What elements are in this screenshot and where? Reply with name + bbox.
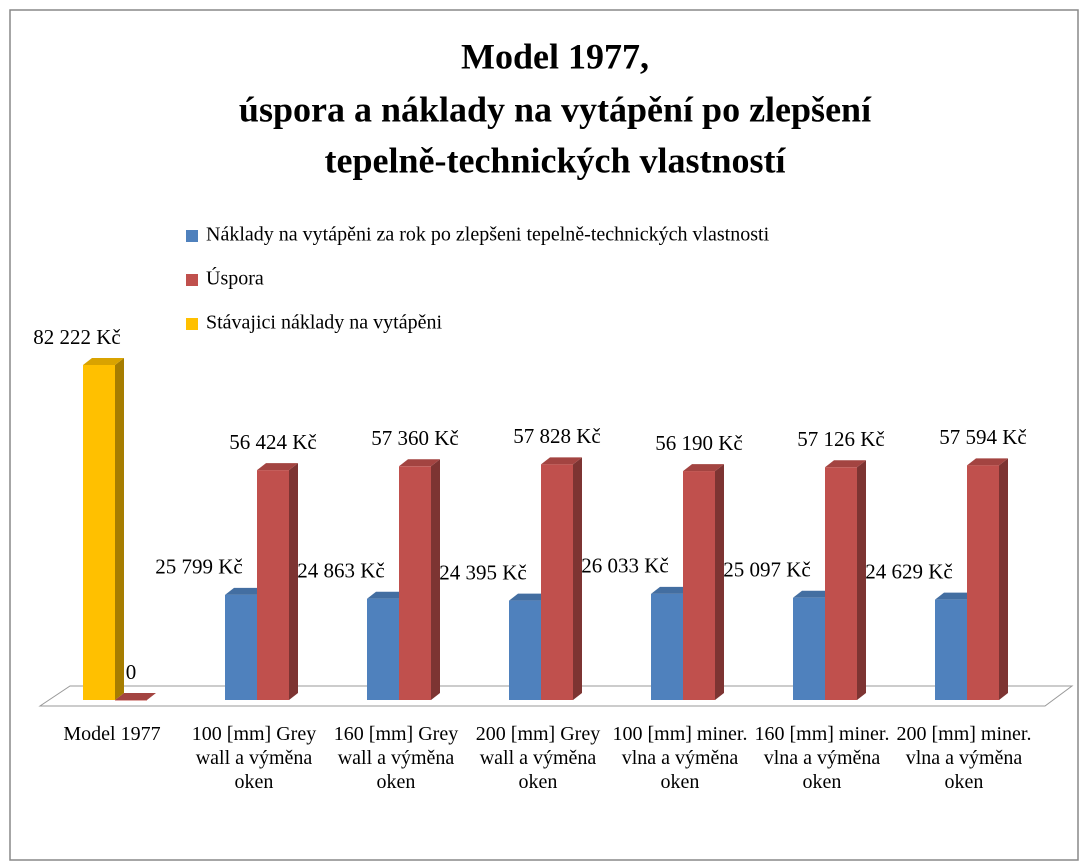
legend-label: Úspora (206, 266, 264, 290)
bar-side (431, 459, 440, 700)
data-label: 25 097 Kč (723, 558, 811, 582)
bar-side (857, 460, 866, 700)
bar-top (83, 358, 124, 365)
bar-side (573, 457, 582, 700)
bar (367, 598, 399, 700)
data-label: 56 190 Kč (655, 431, 743, 455)
bar-top (399, 459, 440, 467)
legend-swatch (186, 230, 198, 242)
x-tick-label: 160 [mm] miner. vlna a výměna oken (754, 723, 890, 793)
data-label: 26 033 Kč (581, 554, 669, 578)
bar-side (715, 464, 724, 700)
data-label: 0 (126, 660, 137, 684)
chart-title: Model 1977, (461, 36, 649, 76)
bar-top (509, 593, 550, 601)
bar-side (115, 358, 124, 700)
x-tick-label: 200 [mm] miner. vlna a výměna oken (896, 723, 1032, 793)
data-label: 56 424 Kč (229, 430, 317, 454)
bar (399, 466, 431, 700)
bar (83, 365, 115, 700)
data-label: 57 828 Kč (513, 424, 601, 448)
legend-swatch (186, 318, 198, 330)
x-tick-label: 100 [mm] Grey wall a výměna oken (191, 723, 317, 793)
bar-top (367, 591, 408, 599)
x-tick-label: 200 [mm] Grey wall a výměna oken (475, 723, 601, 793)
bar (257, 470, 289, 700)
bar (651, 593, 683, 700)
bar (225, 594, 257, 700)
bar-top (935, 592, 976, 600)
bar-top (967, 458, 1008, 466)
bar (509, 600, 541, 700)
chart-border (9, 9, 1079, 861)
legend-label: Náklady na vytápěni za rok po zlepšeni t… (206, 224, 770, 246)
bar (825, 467, 857, 700)
bar-side (289, 463, 298, 700)
bar (683, 471, 715, 700)
bar-top (257, 463, 298, 471)
bar-top (541, 457, 582, 465)
bar-top (651, 586, 692, 594)
data-label: 57 360 Kč (371, 426, 459, 450)
bar-top (225, 587, 266, 595)
chart-title: úspora a náklady na vytápění po zlepšení (239, 89, 872, 129)
bar (541, 464, 573, 700)
bar-top (683, 464, 724, 472)
x-tick-label: 160 [mm] Grey wall a výměna oken (333, 723, 459, 793)
legend-swatch (186, 274, 198, 286)
bar-side (999, 458, 1008, 700)
bar-top (115, 693, 156, 700)
bar (793, 597, 825, 700)
data-label: 24 629 Kč (865, 559, 953, 583)
bar-top (825, 460, 866, 468)
x-tick-label: Model 1977 (63, 723, 161, 745)
bar (115, 700, 147, 701)
chart-title: tepelně-technických vlastností (325, 140, 787, 180)
data-label: 24 863 Kč (297, 559, 385, 583)
legend-label: Stávajici náklady na vytápěni (206, 312, 442, 334)
data-label: 25 799 Kč (155, 555, 243, 579)
data-label: 57 126 Kč (797, 427, 885, 451)
bar-top (793, 590, 834, 598)
data-label: 24 395 Kč (439, 560, 527, 584)
bar (935, 599, 967, 700)
x-tick-label: 100 [mm] miner. vlna a výměna oken (612, 723, 748, 793)
data-label: 82 222 Kč (33, 325, 121, 349)
bar (967, 465, 999, 700)
data-label: 57 594 Kč (939, 425, 1027, 449)
